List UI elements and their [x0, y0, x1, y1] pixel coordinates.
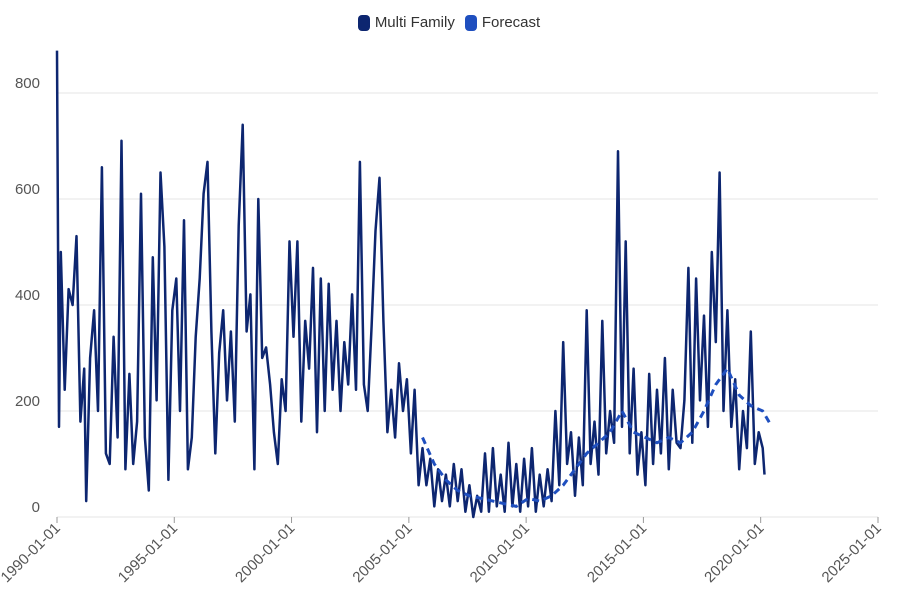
series-line-forecast: [421, 367, 772, 508]
x-tick-label: 2020-01-01: [701, 520, 767, 586]
x-tick-label: 1990-01-01: [0, 520, 64, 586]
legend-item-forecast[interactable]: Forecast: [464, 14, 541, 31]
legend-item-multi-family[interactable]: Multi Family: [357, 14, 455, 31]
y-tick-label: 600: [15, 181, 40, 198]
x-tick-label: 2025-01-01: [819, 520, 885, 586]
legend-label-multi-family: Multi Family: [374, 14, 455, 31]
x-tick-label: 1995-01-01: [115, 520, 181, 586]
y-tick-label: 400: [15, 287, 40, 304]
legend: Multi Family Forecast: [0, 14, 898, 31]
multi-family-swatch: [357, 14, 370, 31]
legend-label-forecast: Forecast: [481, 14, 541, 31]
x-tick-label: 2000-01-01: [232, 520, 298, 586]
forecast-swatch: [464, 14, 477, 31]
x-tick-label: 2015-01-01: [584, 520, 650, 586]
x-tick-label: 2010-01-01: [467, 520, 533, 586]
y-tick-label: 800: [15, 75, 40, 92]
y-tick-label: 200: [15, 393, 40, 410]
x-tick-label: 2005-01-01: [349, 520, 415, 586]
series-line-multi-family: [55, 50, 766, 519]
y-tick-label: 0: [32, 499, 40, 516]
